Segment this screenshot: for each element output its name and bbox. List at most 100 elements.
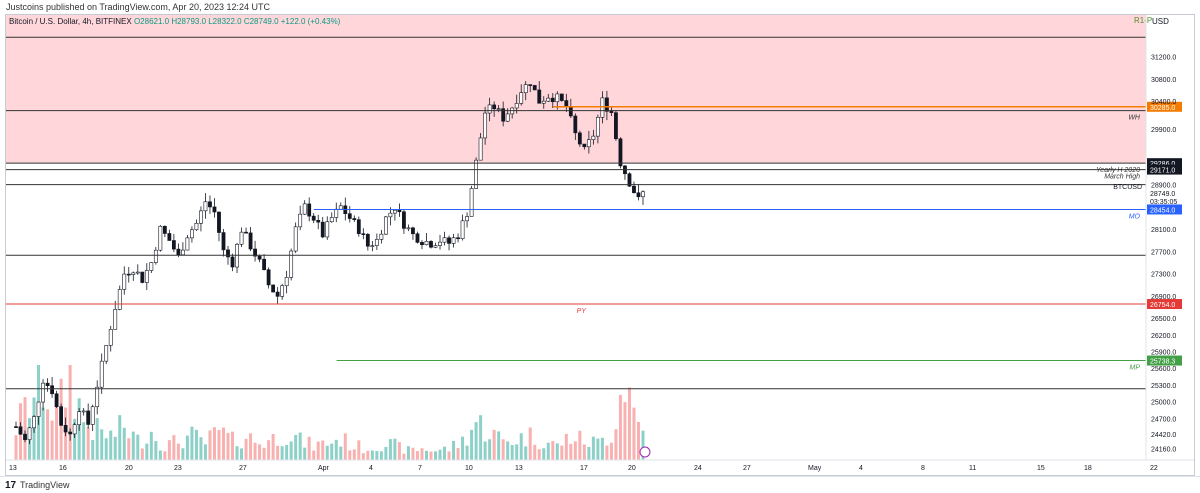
time-tick-label: 8 xyxy=(921,465,925,472)
volume-bar xyxy=(564,433,568,460)
candle-body xyxy=(221,232,226,251)
volume-bar xyxy=(510,445,514,460)
volume-bar xyxy=(172,435,176,460)
candle-body xyxy=(262,258,266,271)
volume-bar xyxy=(397,442,401,460)
price-tick-label: 25600.0 xyxy=(1151,366,1176,373)
time-tick-label: 17 xyxy=(580,465,588,472)
time-tick-label: 10 xyxy=(465,465,473,472)
volume-bar xyxy=(623,402,627,460)
volume-bar xyxy=(285,444,289,460)
volume-bar xyxy=(330,443,334,460)
level-badge xyxy=(1147,355,1182,366)
level-badge-text: 25738.3 xyxy=(1150,359,1175,366)
candle-body xyxy=(456,237,460,240)
volume-bar xyxy=(411,447,415,460)
volume-bar xyxy=(316,441,320,460)
candle-body xyxy=(18,426,23,435)
level-name: Yearly H 2020 xyxy=(1096,167,1140,174)
candle-body xyxy=(559,93,564,101)
volume-bar xyxy=(276,445,280,460)
volume-bar xyxy=(384,446,388,460)
time-tick-label: 27 xyxy=(743,465,751,472)
volume-bar xyxy=(474,422,478,460)
candle-body xyxy=(537,89,542,104)
volume-bar xyxy=(244,438,248,460)
price-tick-label: 25000.0 xyxy=(1151,400,1176,407)
candle-body xyxy=(636,192,641,198)
volume-bar xyxy=(438,449,442,460)
volume-bar xyxy=(528,427,532,460)
candle-body xyxy=(311,215,316,221)
volume-bar xyxy=(154,441,158,460)
candle-body xyxy=(230,256,235,268)
candle-body xyxy=(334,208,339,218)
candle-body xyxy=(23,433,27,440)
level-badge xyxy=(1147,101,1182,112)
volume-bar xyxy=(131,431,135,460)
volume-bar xyxy=(298,432,302,460)
volume-bar xyxy=(343,433,347,460)
candle-body xyxy=(402,211,406,229)
tradingview-logo-icon: 17 xyxy=(5,480,17,491)
candle-body xyxy=(126,273,131,276)
level-name: March High xyxy=(1104,174,1140,181)
candle-body xyxy=(632,185,636,194)
volume-bar xyxy=(388,439,392,460)
volume-bar xyxy=(113,436,117,460)
candle-body xyxy=(483,112,488,139)
candle-body xyxy=(582,143,587,148)
volume-bar xyxy=(533,444,537,460)
volume-bar xyxy=(420,448,424,460)
volume-bar xyxy=(569,443,573,460)
candle-body xyxy=(32,416,36,429)
price-tick-label: 24420.0 xyxy=(1151,432,1176,439)
candle-body xyxy=(275,291,280,297)
volume-bar xyxy=(415,451,419,460)
volume-bar xyxy=(312,450,316,460)
candle-body xyxy=(568,106,573,117)
candle-body xyxy=(383,216,388,235)
candle-body xyxy=(388,212,393,218)
volume-bar xyxy=(199,437,203,460)
volume-bar xyxy=(573,441,577,460)
candle-body xyxy=(564,100,569,108)
time-tick-label: 20 xyxy=(125,465,133,472)
candle-body xyxy=(519,92,524,104)
candle-body xyxy=(293,226,298,252)
candle-body xyxy=(370,245,375,247)
time-tick-label: May xyxy=(808,465,822,472)
candle-body xyxy=(474,159,479,189)
volume-bar xyxy=(167,440,171,460)
candle-body xyxy=(605,97,609,112)
candle-body xyxy=(68,431,73,435)
candle-body xyxy=(27,427,32,440)
volume-bar xyxy=(235,446,239,460)
volume-bar xyxy=(321,440,325,460)
volume-bar xyxy=(194,429,198,460)
candle-body xyxy=(406,227,411,230)
price-tick-label: 26500.0 xyxy=(1151,316,1176,323)
candle-body xyxy=(140,271,145,283)
price-axis[interactable]: 24160.0 24420.0 24700.0 25000.0 25300.0 25600… xyxy=(1145,15,1176,460)
volume-bar xyxy=(158,450,162,460)
time-tick-label: 24 xyxy=(694,465,702,472)
volume-bar xyxy=(104,438,108,460)
volume-bar xyxy=(82,422,86,460)
volume-bar xyxy=(551,441,555,460)
time-axis[interactable]: 13 16 20 23 27 Apr 4 7 10 13 17 20 24 27 May 4 8 11 15 18 22 xyxy=(6,459,1194,472)
currency-label[interactable]: USD xyxy=(1152,17,1169,26)
volume-bar xyxy=(203,444,207,460)
candle-body xyxy=(442,237,447,243)
volume-bar xyxy=(470,429,474,460)
volume-bar xyxy=(501,439,505,460)
candle-body xyxy=(212,206,217,213)
candle-body xyxy=(226,249,230,258)
candle-body xyxy=(171,240,176,250)
volume-bar xyxy=(366,450,370,460)
candle-body xyxy=(307,203,312,217)
candle-body xyxy=(514,103,519,109)
level-badge xyxy=(1147,158,1182,169)
